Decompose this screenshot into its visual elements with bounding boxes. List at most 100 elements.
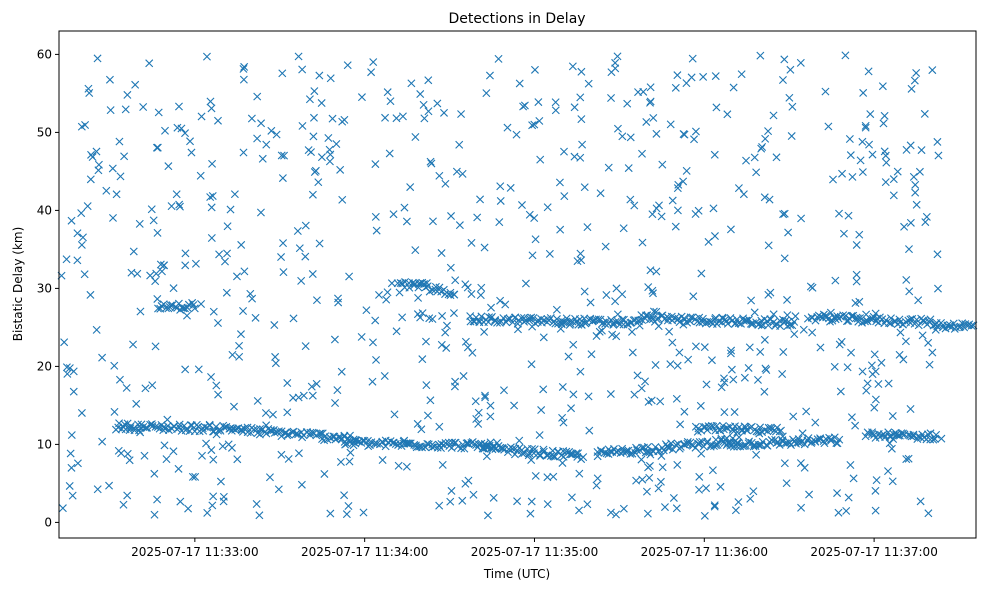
data-point [62,363,71,372]
data-point [471,397,480,406]
data-point [207,446,216,455]
data-point [656,477,665,486]
data-point [442,321,451,330]
data-point [461,479,470,488]
data-point [499,386,508,395]
data-point [862,386,871,395]
y-axis-label: Bistatic Delay (km) [11,227,25,342]
data-point [418,309,427,318]
data-point [295,244,304,253]
data-point [564,352,573,361]
data-point [65,481,74,490]
data-point [852,277,861,286]
data-point [208,192,217,201]
data-point [780,209,789,218]
data-point [202,439,211,448]
data-point [569,390,578,399]
data-point [567,450,576,459]
data-point [618,290,627,299]
data-point [513,497,522,506]
data-point [551,452,559,461]
data-point [560,147,568,156]
data-point [754,440,763,449]
data-point [524,451,533,460]
data-point [403,439,412,448]
data-point [297,276,306,285]
data-point [882,158,891,167]
data-point [562,447,571,456]
data-point [877,358,886,367]
data-point [592,481,601,490]
data-point [435,501,444,510]
data-point [268,410,277,419]
data-point [336,165,345,174]
data-point [778,76,787,85]
data-point [711,72,720,81]
data-point [233,455,242,464]
data-point [154,304,163,313]
data-point [839,229,848,238]
data-point [558,458,567,467]
data-point [721,315,730,324]
data-point [858,367,867,376]
data-point [757,144,766,153]
data-point [442,343,451,352]
data-point [539,445,548,454]
data-point [626,133,635,142]
data-point [274,427,283,436]
data-point [579,453,588,462]
data-point [482,89,491,98]
data-point [749,442,758,451]
data-point [386,97,395,106]
data-point [372,226,381,235]
data-point [560,192,569,201]
data-point [933,137,942,146]
data-point [81,120,90,129]
data-point [926,429,935,438]
data-point [375,290,383,299]
data-point [928,66,937,75]
data-point [673,206,682,215]
data-point [652,267,661,276]
data-point [546,314,555,322]
y-tick-label: 20 [37,359,52,373]
data-point [737,70,746,79]
data-point [496,296,505,305]
data-point [426,396,435,405]
data-point [796,58,805,67]
data-point [641,377,650,386]
data-point [77,408,86,417]
data-point [226,205,235,214]
data-point [485,71,494,80]
data-point [761,134,770,143]
data-point [416,313,425,322]
data-point [405,439,414,448]
data-point [786,65,795,74]
data-point [517,201,526,210]
data-point [811,418,820,427]
data-point [437,249,446,258]
data-point [674,180,683,189]
data-point [299,391,308,400]
data-point [487,303,496,312]
data-point [884,467,892,476]
data-point [381,113,390,122]
data-point [186,137,195,146]
data-point [496,443,505,452]
data-point [298,65,307,74]
data-point [855,230,864,239]
data-point [515,436,524,445]
data-point [455,140,464,149]
data-point [808,328,817,337]
data-point [607,94,616,102]
data-point [326,74,335,83]
data-point [359,508,368,517]
data-point [836,387,845,396]
data-point [555,178,564,187]
data-point [747,296,756,305]
data-point [860,317,869,326]
data-point [157,267,166,276]
data-point [255,511,264,520]
data-point [587,350,596,359]
data-point [152,143,161,152]
